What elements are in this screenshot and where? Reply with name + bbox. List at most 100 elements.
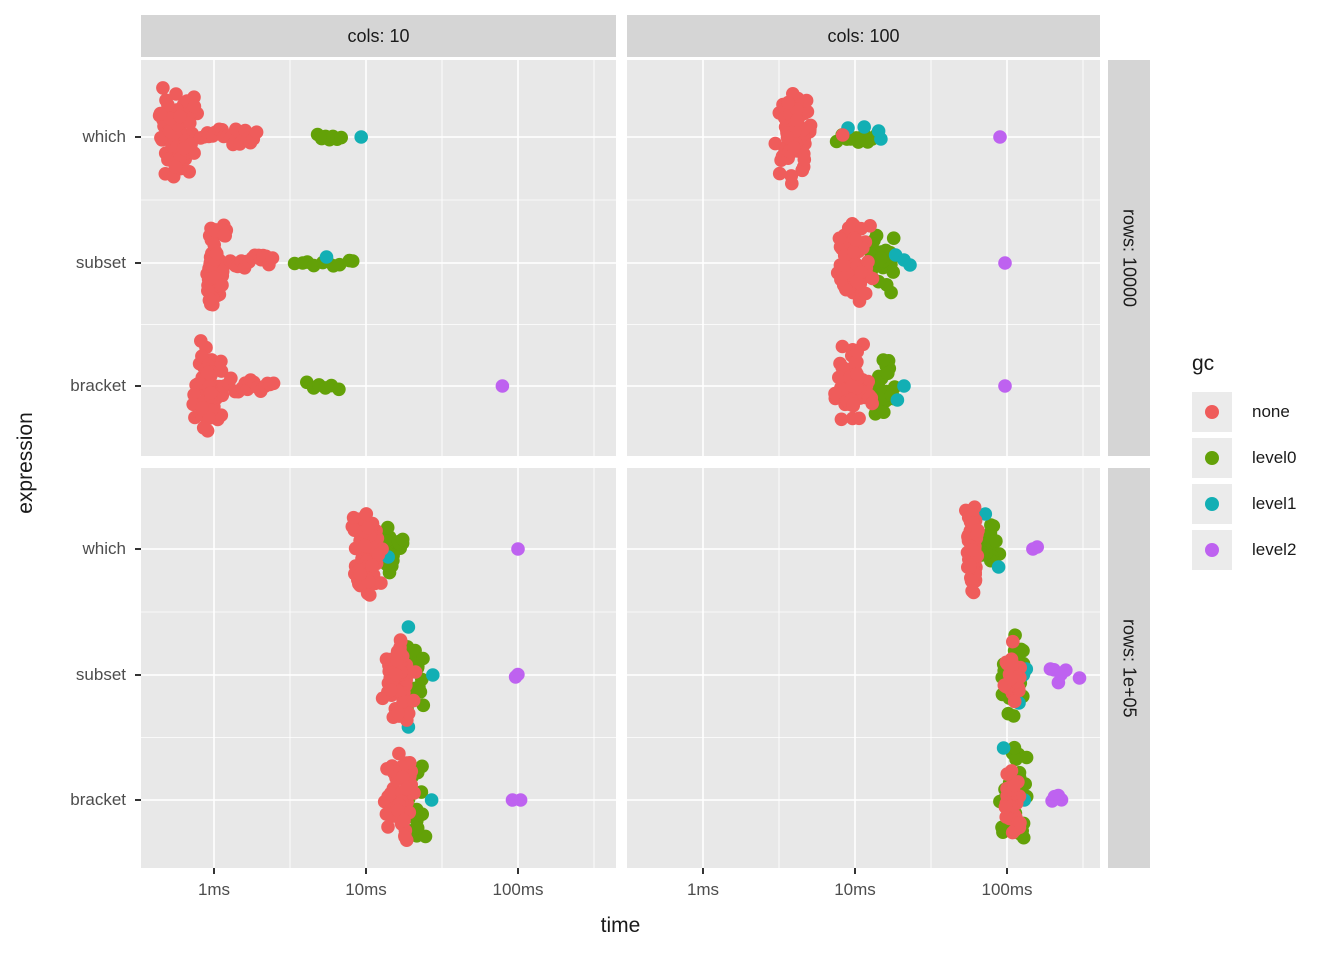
data-point-none — [183, 116, 197, 130]
data-point-none — [837, 258, 851, 273]
data-point-level0 — [989, 534, 1003, 548]
data-point-none — [391, 706, 405, 720]
data-point-none — [998, 800, 1013, 814]
data-point-none — [965, 543, 980, 557]
x-axis-tick — [213, 868, 215, 874]
data-point-none — [265, 251, 280, 265]
data-point-none — [381, 820, 395, 834]
data-point-level2 — [1030, 540, 1044, 554]
data-point-none — [200, 365, 215, 380]
data-point-none — [390, 644, 405, 659]
data-point-none — [383, 786, 398, 801]
data-point-none — [772, 166, 787, 181]
data-point-level0 — [1007, 740, 1022, 755]
data-point-none — [848, 356, 863, 370]
data-point-none — [203, 386, 218, 400]
data-point-level1 — [319, 250, 334, 264]
y-axis-tick — [135, 262, 141, 264]
data-point-none — [1004, 764, 1019, 778]
data-point-none — [1005, 658, 1019, 672]
data-point-none — [849, 233, 863, 247]
data-point-level0 — [986, 519, 1001, 533]
panel-cols100-rows10000 — [627, 60, 1100, 456]
y-axis-title: expression — [14, 412, 37, 514]
data-point-none — [389, 667, 403, 682]
x-axis-title: time — [600, 914, 641, 937]
data-point-none — [399, 782, 414, 796]
data-point-none — [835, 128, 850, 142]
data-point-none — [361, 521, 375, 535]
data-point-none — [374, 576, 388, 590]
data-point-level1 — [874, 132, 888, 146]
data-point-level0 — [874, 251, 888, 265]
data-point-level1 — [426, 668, 440, 682]
data-point-none — [266, 376, 281, 391]
data-point-none — [224, 371, 238, 386]
facet-strip-rows-1e05: rows: 1e+05 — [1108, 468, 1150, 868]
data-point-none — [797, 152, 812, 167]
data-point-none — [393, 633, 408, 647]
y-axis-tick — [135, 674, 141, 676]
facet-strip-rows-10000: rows: 10000 — [1108, 60, 1150, 456]
data-point-level1 — [978, 507, 993, 521]
legend-item-level2: level2 — [1192, 530, 1344, 570]
data-point-level2 — [511, 667, 525, 682]
y-axis-tick-label: which — [82, 127, 126, 146]
data-point-none — [852, 411, 866, 426]
data-point-level2 — [1072, 671, 1087, 685]
data-point-none — [858, 286, 873, 301]
data-point-level1 — [857, 120, 871, 134]
data-point-none — [845, 379, 859, 393]
data-point-level2 — [998, 256, 1012, 270]
data-point-none — [380, 762, 394, 776]
legend-key — [1192, 392, 1232, 432]
y-axis-tick-label: subset — [75, 665, 126, 684]
facet-strip-label: cols: 10 — [347, 25, 410, 46]
data-point-none — [839, 282, 853, 297]
data-point-none — [353, 567, 368, 581]
data-point-level0 — [1009, 752, 1023, 766]
data-point-none — [210, 246, 224, 261]
data-point-none — [835, 339, 850, 354]
data-point-none — [964, 574, 979, 588]
data-point-none — [358, 539, 372, 553]
y-axis-tick — [135, 385, 141, 387]
x-axis-tick — [854, 868, 856, 874]
data-point-none — [401, 706, 416, 721]
data-point-none — [1004, 671, 1018, 686]
x-axis-tick-label: 10ms — [834, 880, 876, 899]
panel-canvas — [141, 468, 616, 868]
facet-strip-label: cols: 100 — [827, 25, 900, 46]
x-axis-tick — [517, 868, 519, 874]
data-point-none — [196, 421, 211, 435]
data-point-level0 — [884, 285, 898, 300]
legend-item-level0: level0 — [1192, 438, 1344, 478]
data-point-level1 — [401, 620, 416, 634]
data-point-none — [847, 245, 861, 259]
y-axis-tick-label: which — [82, 539, 126, 558]
data-point-none — [168, 159, 183, 174]
data-point-none — [768, 136, 783, 151]
legend-key — [1192, 438, 1232, 478]
data-point-none — [203, 292, 217, 307]
data-point-level1 — [354, 130, 368, 144]
data-point-none — [971, 523, 985, 538]
data-point-none — [195, 401, 209, 415]
legend-dot-icon — [1205, 451, 1219, 465]
legend-title: gc — [1192, 352, 1215, 375]
data-point-level0 — [345, 254, 360, 268]
data-point-none — [346, 510, 361, 525]
x-axis-tick-label: 10ms — [345, 880, 387, 899]
x-axis-tick — [702, 868, 704, 874]
data-point-level0 — [1019, 750, 1034, 765]
data-point-none — [850, 344, 864, 359]
panel-canvas — [141, 60, 616, 456]
data-point-none — [850, 367, 864, 381]
data-point-level2 — [1059, 663, 1073, 677]
data-point-none — [861, 255, 875, 269]
data-point-none — [865, 396, 879, 411]
legend: gc none level0 level1 level2 — [1192, 352, 1344, 576]
data-point-none — [398, 830, 412, 844]
data-point-none — [397, 813, 411, 828]
data-point-none — [834, 412, 849, 427]
